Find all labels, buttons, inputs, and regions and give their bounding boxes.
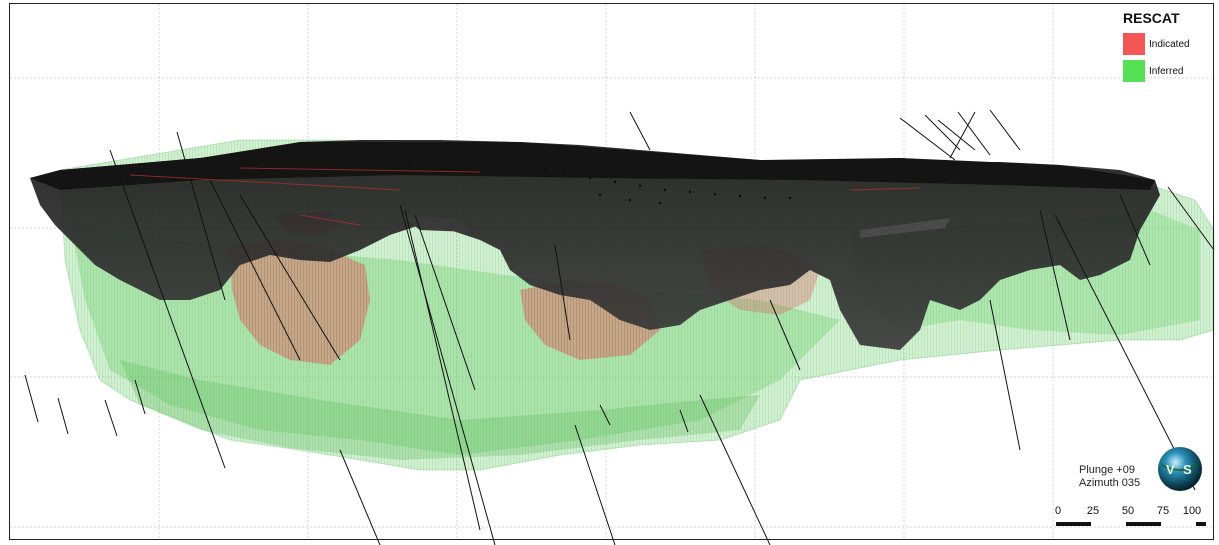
- scale-tick-100: 100: [1182, 505, 1202, 517]
- scale-bar: 0 25 50 75 100: [1050, 505, 1210, 539]
- scale-segment-1: [1056, 522, 1091, 526]
- view-orientation: Plunge +09 Azimuth 035: [1079, 464, 1140, 490]
- scale-segment-2: [1091, 522, 1126, 526]
- scale-tick-25: 25: [1086, 505, 1100, 517]
- compass-letter-s: S: [1183, 462, 1192, 477]
- legend-swatch-inferred: [1123, 60, 1145, 82]
- legend-title: RESCAT: [1123, 10, 1180, 26]
- legend-swatch-indicated: [1123, 33, 1145, 55]
- plunge-readout: Plunge +09: [1079, 464, 1135, 476]
- scale-tick-50: 50: [1121, 505, 1135, 517]
- scale-segment-3: [1126, 522, 1161, 526]
- scale-segment-5: [1196, 522, 1206, 526]
- azimuth-readout: Azimuth 035: [1079, 477, 1141, 489]
- ore-body: [30, 140, 1160, 350]
- indicated-seams: [129, 167, 921, 226]
- drill-holes: [24, 109, 1215, 545]
- scale-segment-4: [1161, 522, 1196, 526]
- legend-label-indicated: Indicated: [1149, 38, 1190, 50]
- legend-label-inferred: Inferred: [1149, 65, 1184, 77]
- scale-tick-0: 0: [1054, 505, 1062, 517]
- compass-letter-v: V: [1166, 462, 1175, 477]
- drill-collars: [408, 163, 792, 205]
- compass-globe-icon[interactable]: V S: [1156, 445, 1204, 493]
- legend-item-inferred: Inferred: [1113, 59, 1203, 83]
- legend-item-indicated: Indicated: [1113, 32, 1203, 56]
- legend: RESCAT Indicated Inferred: [1113, 10, 1203, 86]
- scale-tick-75: 75: [1156, 505, 1170, 517]
